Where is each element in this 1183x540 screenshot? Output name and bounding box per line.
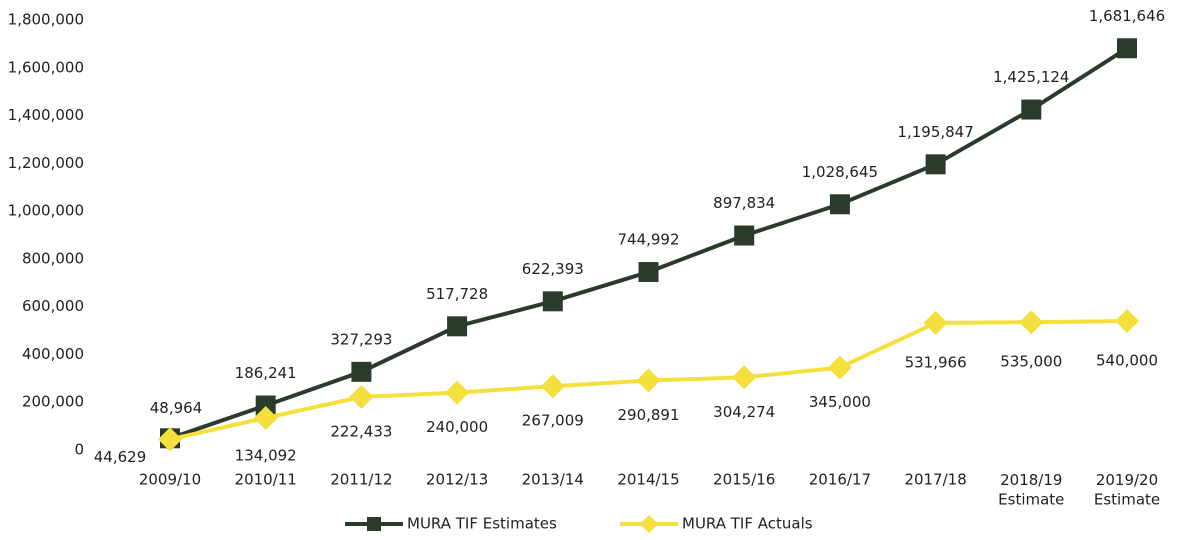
y-tick-label: 1,800,000 [8,11,84,29]
x-tick-label: 2012/13 [426,471,488,489]
marker [636,368,661,393]
x-tick-label: 2013/14 [522,471,584,489]
x-tick-label: 2015/16 [713,471,775,489]
marker [253,405,278,430]
marker [255,395,276,416]
data-label: 44,629 [94,448,147,466]
marker [349,384,374,409]
x-tick-label: 2018/19 Estimate [998,471,1064,509]
data-label: 327,293 [330,330,392,348]
marker [732,365,757,390]
y-tick-label: 0 [74,441,84,459]
legend-marker [640,515,658,533]
data-label: 744,992 [617,231,679,249]
data-label: 531,966 [905,353,967,371]
legend-label: MURA TIF Actuals [682,515,813,533]
marker [447,316,468,337]
data-label: 1,028,645 [802,163,878,181]
x-tick-label: 2016/17 [809,471,871,489]
data-label: 1,681,646 [1089,7,1165,25]
x-tick-label: 2019/20 Estimate [1094,471,1160,509]
data-label: 345,000 [809,393,871,411]
data-label: 304,274 [713,403,775,421]
data-label: 134,092 [235,446,297,464]
marker [638,262,659,283]
data-label: 1,195,847 [897,123,973,141]
data-label: 897,834 [713,194,775,212]
marker [1021,99,1042,120]
y-tick-label: 200,000 [22,393,84,411]
marker [158,427,182,452]
marker [925,154,946,175]
data-label: 240,000 [426,418,488,436]
y-tick-label: 1,200,000 [8,154,84,172]
data-label: 186,241 [235,364,297,382]
marker [542,291,563,312]
data-label: 222,433 [330,422,392,440]
marker [1019,310,1044,335]
y-tick-label: 1,000,000 [8,202,84,220]
y-tick-label: 400,000 [22,345,84,363]
x-tick-label: 2017/18 [904,471,966,489]
marker [445,380,470,405]
data-label: 540,000 [1096,352,1158,370]
data-label: 622,393 [522,260,584,278]
y-tick-label: 800,000 [22,249,84,267]
marker [1117,38,1137,59]
legend-marker [367,517,381,531]
marker [540,374,565,399]
y-tick-label: 1,600,000 [8,58,84,76]
data-label: 267,009 [522,412,584,430]
marker [1115,309,1139,333]
y-tick-label: 1,400,000 [8,106,84,124]
x-tick-label: 2010/11 [235,471,297,489]
marker [829,194,850,215]
legend-label: MURA TIF Estimates [407,515,557,533]
data-label: 48,964 [150,399,203,417]
data-label: 535,000 [1000,353,1062,371]
marker [923,310,948,335]
x-tick-label: 2014/15 [617,471,679,489]
marker [351,361,372,382]
y-tick-label: 600,000 [22,297,84,315]
marker [827,355,852,380]
x-tick-label: 2011/12 [330,471,392,489]
x-tick-label: 2009/10 [139,471,201,489]
data-label: 290,891 [617,406,679,424]
data-label: 517,728 [426,285,488,303]
marker [734,225,755,246]
data-label: 1,425,124 [993,68,1069,86]
